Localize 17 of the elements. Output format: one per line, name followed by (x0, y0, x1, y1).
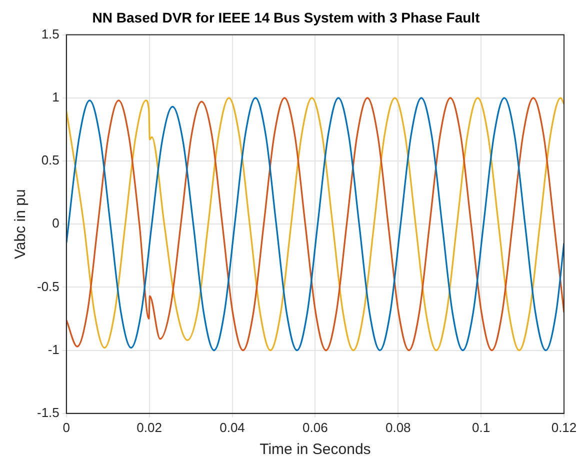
x-tick-label: 0.1 (472, 420, 490, 435)
chart-title: NN Based DVR for IEEE 14 Bus System with 3 Phase Fault (92, 9, 480, 26)
y-tick-label: 1 (52, 89, 60, 104)
y-axis-title: Vabc in pu (12, 189, 30, 259)
y-tick-label: 0 (52, 216, 60, 231)
x-tick-label: 0.06 (302, 420, 328, 435)
x-tick-label: 0.04 (220, 420, 245, 435)
y-tick-label: -0.5 (36, 278, 60, 294)
x-tick-label: 0.08 (385, 420, 411, 435)
x-tick-label: 0 (62, 420, 70, 435)
y-tick-label: 1.5 (41, 26, 60, 42)
x-tick-label: 0.12 (551, 420, 577, 435)
y-tick-label: 0.5 (41, 152, 60, 168)
x-tick-label: 0.02 (136, 420, 162, 435)
x-axis-title: Time in Seconds (260, 441, 371, 458)
y-tick-label: -1.5 (36, 404, 60, 420)
y-tick-label: -1 (48, 342, 60, 357)
